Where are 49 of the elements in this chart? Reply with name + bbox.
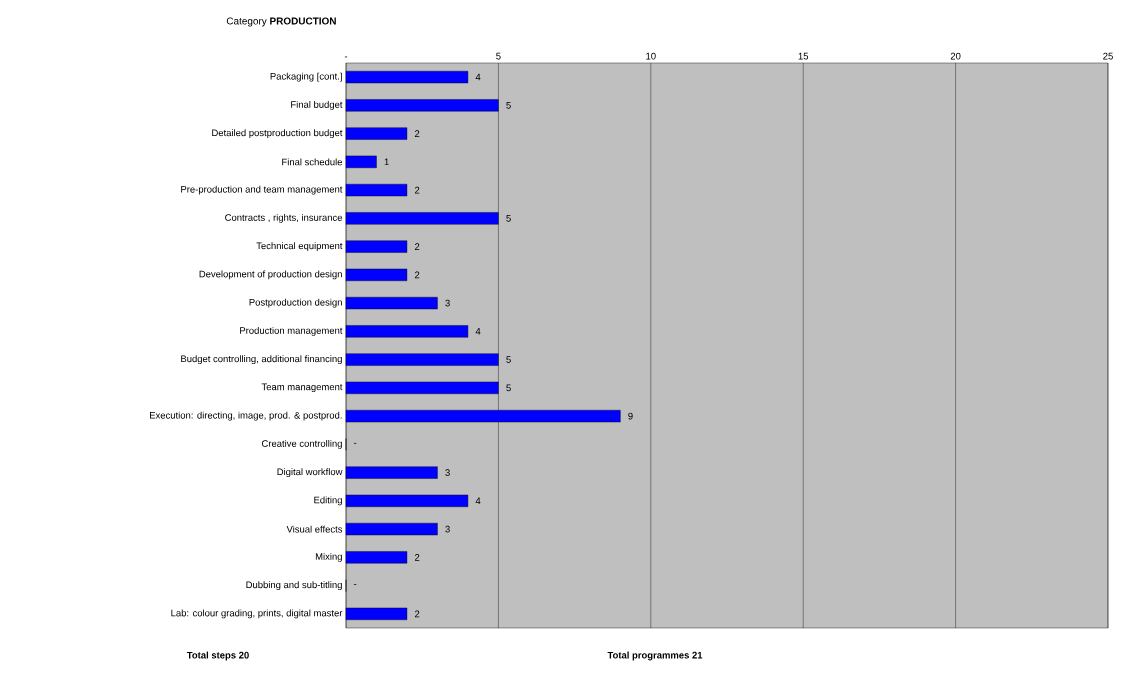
data-label: 9	[628, 412, 633, 420]
data-label: 5	[506, 102, 511, 109]
y-tick-label: Final budget	[291, 100, 343, 110]
data-label: 3	[445, 469, 450, 476]
data-label: 2	[414, 271, 420, 279]
y-tick-label: Execution: directing, image, prod. & postprod.	[150, 411, 342, 421]
y-tick-label: Dubbing and sub-titling	[246, 581, 342, 591]
data-label: 2	[414, 130, 420, 137]
y-tick-label: Pre-production and team management	[181, 185, 343, 195]
data-label: 5	[506, 215, 511, 222]
y-tick-label: Team management	[261, 383, 343, 393]
data-label: 2	[414, 554, 420, 561]
y-tick-label: Production management	[240, 326, 343, 336]
y-tick-label: Digital workflow	[277, 468, 343, 478]
data-label: 5	[506, 384, 511, 392]
data-label: 4	[475, 328, 481, 335]
data-label: 4	[475, 497, 481, 505]
x-tick-label: 15	[798, 52, 809, 60]
text: Total programmes 21	[607, 651, 703, 661]
y-tick-label: Editing	[314, 496, 342, 506]
x-tick-label: 10	[646, 52, 656, 60]
data-label: 3	[445, 525, 450, 533]
x-tick-label: 5	[496, 52, 501, 60]
y-tick-label: Development of production design	[199, 270, 342, 280]
text: Total steps 20	[186, 651, 249, 661]
data-label: 2	[414, 610, 420, 618]
x-tick-label: -	[344, 56, 348, 58]
data-label: 2	[414, 243, 420, 250]
data-label: 1	[384, 158, 389, 166]
y-tick-label: Postproduction design	[249, 298, 342, 308]
y-tick-label: Lab: colour grading, prints, digital master	[171, 609, 343, 619]
y-tick-label: Mixing	[315, 552, 342, 562]
x-tick-label: 25	[1103, 52, 1113, 60]
data-label: -	[353, 442, 357, 444]
y-tick-label: Packaging [cont.]	[270, 72, 342, 82]
y-tick-label: Contracts , rights, insurance	[225, 213, 343, 223]
y-tick-label: Detailed postproduction budget	[212, 129, 343, 139]
data-label: 5	[506, 356, 511, 363]
y-tick-label: Final schedule	[282, 158, 343, 166]
data-label: -	[353, 584, 357, 585]
y-tick-label: Budget controlling, additional financing	[181, 355, 342, 365]
data-label: 2	[414, 186, 420, 194]
chart-title: Category PRODUCTION	[226, 17, 336, 27]
y-tick-label: Visual effects	[286, 525, 343, 533]
y-tick-label: Technical equipment	[256, 242, 343, 252]
x-tick-label: 20	[950, 52, 961, 60]
data-label: 3	[445, 299, 450, 307]
y-tick-label: Creative controlling	[261, 439, 342, 449]
data-label: 4	[475, 73, 481, 81]
